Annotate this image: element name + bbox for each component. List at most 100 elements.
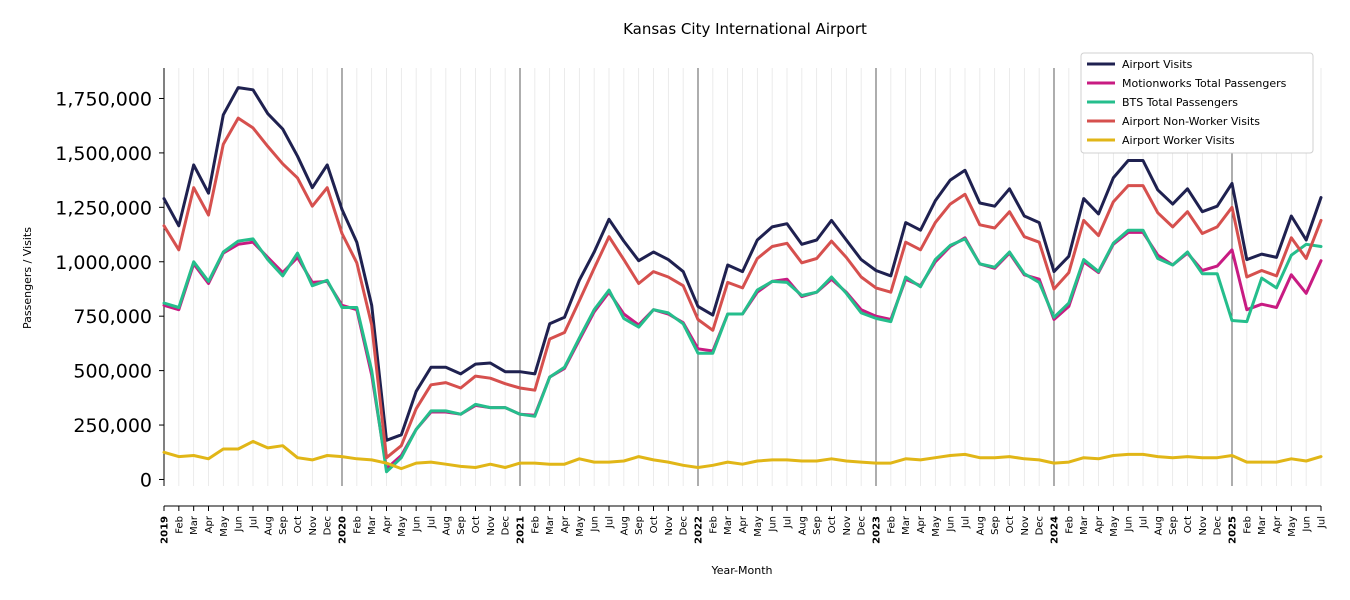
x-tick-label: Jun <box>768 516 779 533</box>
series-lines <box>162 86 1323 474</box>
x-tick-label: Jun <box>1124 516 1135 533</box>
x-tick-label: May <box>753 516 764 537</box>
x-tick-label: 2022 <box>694 516 705 544</box>
x-tick-label: Mar <box>1079 515 1090 535</box>
x-tick-label: Jun <box>590 516 601 533</box>
x-tick-label: Nov <box>1198 516 1209 536</box>
x-tick-label: Apr <box>382 515 393 533</box>
x-tick-label: Feb <box>530 516 541 534</box>
series-line <box>162 86 1323 442</box>
x-tick-label: Aug <box>975 516 986 536</box>
x-tick-label: Nov <box>486 516 497 536</box>
legend: Airport Visits Motionworks Total Passenge… <box>1080 52 1314 154</box>
x-tick-label: Apr <box>1094 515 1105 533</box>
x-tick-label: May <box>397 516 408 537</box>
x-tick-label: Jul <box>961 516 972 529</box>
series-line <box>162 116 1323 460</box>
x-tick-label: Sep <box>456 516 467 535</box>
x-tick-label: Feb <box>886 516 897 534</box>
y-tick-label: 1,500,000 <box>55 143 152 165</box>
legend-entry: Airport Non-Worker Visits <box>1122 115 1260 128</box>
y-axis-label: Passengers / Visits <box>21 227 34 329</box>
x-tick-label: Jun <box>946 516 957 533</box>
x-tick-label: Nov <box>308 516 319 536</box>
legend-entry: Airport Visits <box>1122 58 1193 71</box>
x-tick-label: 2023 <box>872 516 883 544</box>
x-tick-label: Mar <box>367 515 378 535</box>
x-tick-label: Jul <box>249 516 260 529</box>
x-tick-label: Sep <box>812 516 823 535</box>
x-tick-label: Oct <box>471 516 482 533</box>
x-tick-label: Feb <box>174 516 185 534</box>
y-tick-label: 1,250,000 <box>55 197 152 219</box>
x-axis: 2019 Feb Mar Apr May Jun Jul Aug Sep Oct Nov Dec 202… <box>160 505 1328 544</box>
x-tick-label: Sep <box>990 516 1001 535</box>
x-tick-label: Oct <box>649 516 660 533</box>
x-tick-label: Apr <box>916 515 927 533</box>
x-tick-label: Jun <box>234 516 245 533</box>
x-tick-label: Dec <box>323 516 334 535</box>
x-tick-label: Feb <box>708 516 719 534</box>
x-tick-label: Jun <box>1302 516 1313 533</box>
x-tick-label: Apr <box>560 515 571 533</box>
y-tick-label: 0 <box>140 469 152 491</box>
x-tick-label: May <box>1109 516 1120 537</box>
x-tick-label: Nov <box>1020 516 1031 536</box>
x-tick-label: Sep <box>1168 516 1179 535</box>
legend-entry: Airport Worker Visits <box>1122 134 1235 147</box>
y-tick-label: 1,750,000 <box>55 88 152 110</box>
legend-entry: BTS Total Passengers <box>1122 96 1238 109</box>
x-tick-label: Dec <box>857 516 868 535</box>
x-tick-label: Aug <box>619 516 630 536</box>
x-tick-label: Mar <box>545 515 556 535</box>
x-tick-label: 2025 <box>1228 516 1239 544</box>
x-tick-label: Apr <box>738 515 749 533</box>
x-tick-label: May <box>219 516 230 537</box>
x-tick-label: Oct <box>293 516 304 533</box>
x-tick-label: Apr <box>1272 515 1283 533</box>
x-axis-label: Year-Month <box>710 564 772 577</box>
y-tick-label: 750,000 <box>73 306 152 328</box>
y-tick-label: 1,000,000 <box>55 252 152 274</box>
x-tick-label: Nov <box>842 516 853 536</box>
x-tick-label: Jul <box>783 516 794 529</box>
chart-title: Kansas City International Airport <box>623 20 867 38</box>
x-tick-label: May <box>575 516 586 537</box>
x-tick-label: Jun <box>412 516 423 533</box>
x-tick-label: Sep <box>634 516 645 535</box>
x-tick-label: May <box>1287 516 1298 537</box>
x-tick-label: May <box>931 516 942 537</box>
x-tick-label: Jul <box>1317 516 1328 529</box>
series-line <box>162 439 1323 471</box>
x-tick-label: Jul <box>1139 516 1150 529</box>
x-tick-label: Feb <box>1064 516 1075 534</box>
y-tick-label: 500,000 <box>73 361 152 383</box>
x-tick-label: Feb <box>1242 516 1253 534</box>
x-tick-label: Dec <box>679 516 690 535</box>
x-tick-label: Dec <box>1213 516 1224 535</box>
x-tick-label: Nov <box>664 516 675 536</box>
x-tick-label: Apr <box>204 515 215 533</box>
x-tick-label: Feb <box>352 516 363 534</box>
x-tick-label: Aug <box>1153 516 1164 536</box>
x-tick-label: 2024 <box>1050 516 1061 544</box>
x-tick-label: Jul <box>605 516 616 529</box>
x-tick-label: Oct <box>827 516 838 533</box>
x-tick-label: Mar <box>901 515 912 535</box>
series-line <box>162 228 1323 474</box>
x-tick-label: Aug <box>797 516 808 536</box>
legend-entry: Motionworks Total Passengers <box>1122 77 1287 90</box>
x-tick-label: Sep <box>278 516 289 535</box>
legend-frame <box>1080 52 1314 154</box>
x-tick-label: Dec <box>1035 516 1046 535</box>
x-tick-label: Jul <box>427 516 438 529</box>
x-tick-label: 2020 <box>338 516 349 544</box>
y-axis: 0 250,000 500,000 750,000 1,000,000 1,250,000… <box>55 68 165 491</box>
x-tick-label: Aug <box>441 516 452 536</box>
x-tick-label: 2021 <box>516 516 527 544</box>
x-tick-label: Oct <box>1005 516 1016 533</box>
x-tick-label: Mar <box>189 515 200 535</box>
x-tick-label: Oct <box>1183 516 1194 533</box>
y-tick-label: 250,000 <box>73 415 152 437</box>
